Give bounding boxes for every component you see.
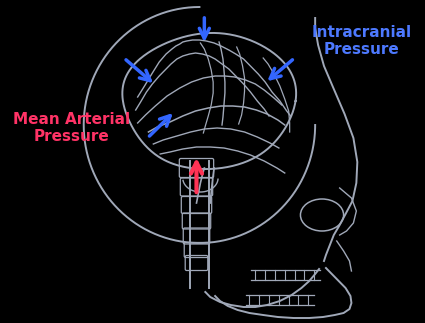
Text: Mean Arterial
Pressure: Mean Arterial Pressure <box>13 112 130 144</box>
Text: Intracranial
Pressure: Intracranial Pressure <box>311 25 411 57</box>
